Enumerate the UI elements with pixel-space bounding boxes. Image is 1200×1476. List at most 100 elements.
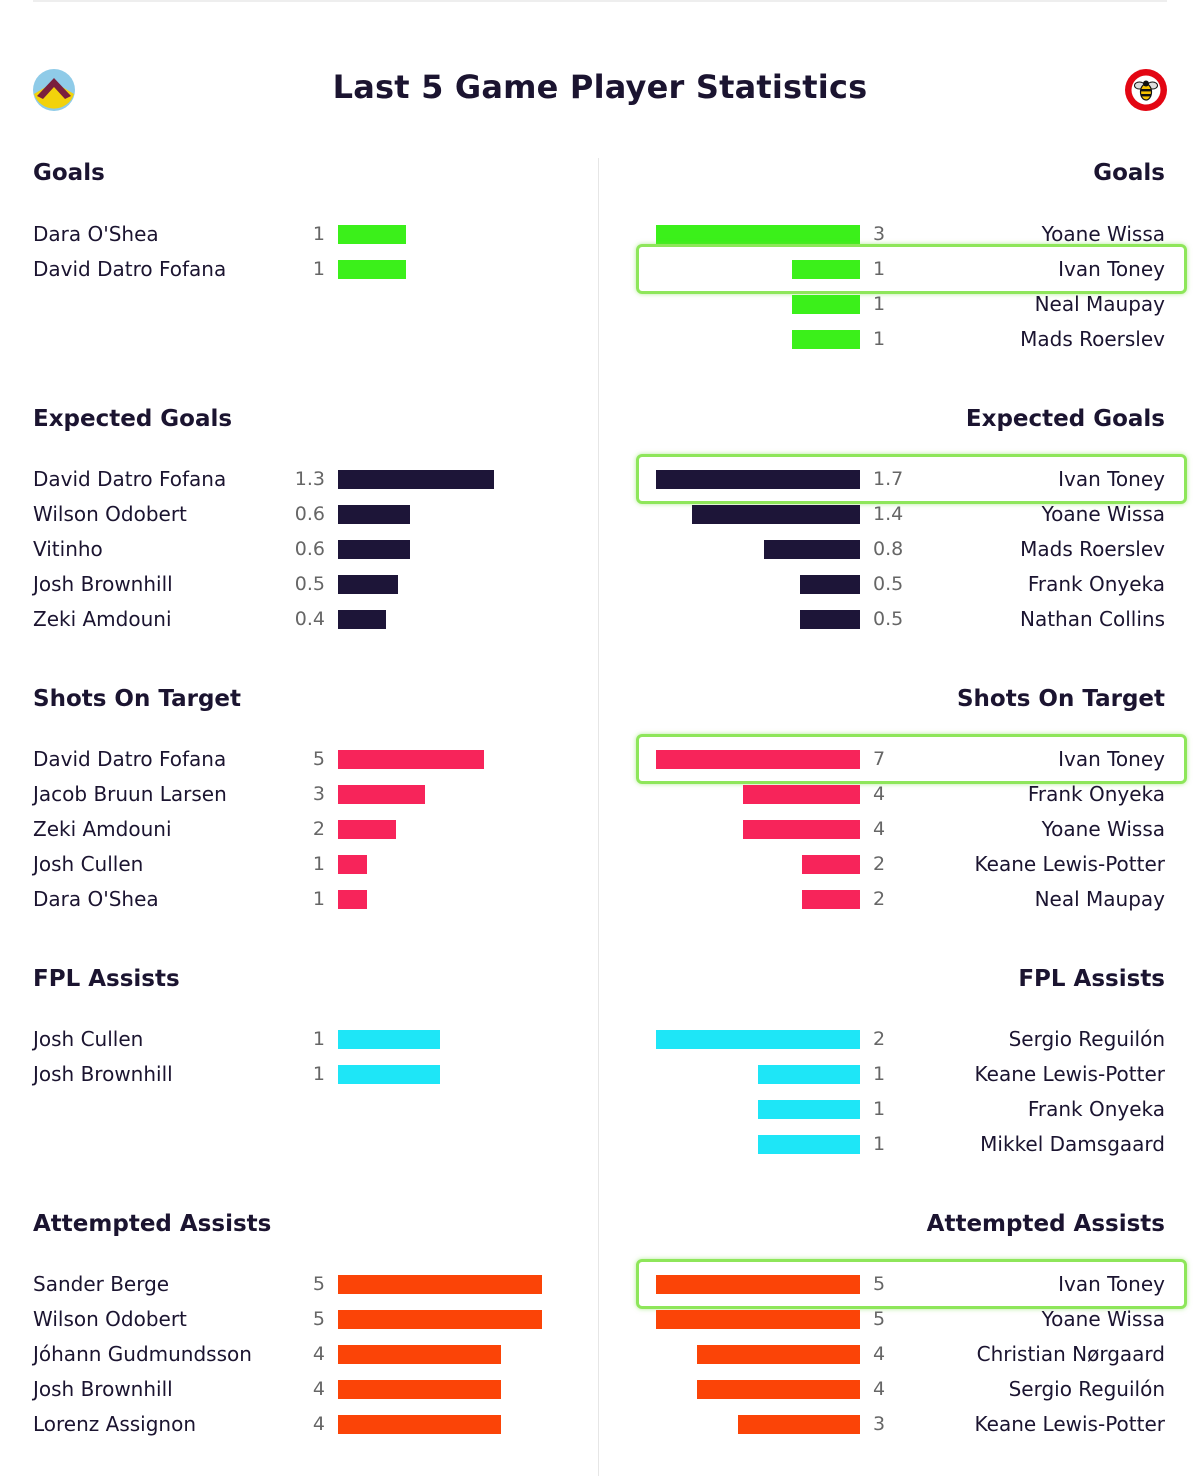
home-stat-value: 1 [312,1028,325,1050]
home-stat-bar [338,610,386,629]
home-stat-value: 5 [312,748,325,770]
home-player-name: Jacob Bruun Larsen [33,782,227,806]
home-stat-value: 4 [312,1378,325,1400]
away-stat-value: 0.5 [873,608,904,630]
home-stat-bar [338,225,406,244]
home-stat-bar [338,1310,542,1329]
highlight-box [636,244,1187,294]
away-stat-bar [764,540,860,559]
home-stat-bar [338,1030,440,1049]
away-stat-value: 5 [873,1308,886,1330]
away-stat-value: 1 [873,1133,886,1155]
away-stat-value: 5 [873,1273,886,1295]
away-player-name: Ivan Toney [1058,1272,1165,1296]
home-stat-value: 1 [312,223,325,245]
home-section-title: Goals [33,160,105,186]
away-section-title: Expected Goals [965,406,1165,432]
away-player-name: Ivan Toney [1058,747,1165,771]
away-stat-value: 2 [873,888,886,910]
home-stat-bar [338,470,494,489]
away-player-name: Sergio Reguilón [1008,1377,1165,1401]
away-stat-value: 3 [873,223,886,245]
away-stat-value: 1 [873,258,886,280]
away-player-name: Mads Roerslev [1020,327,1165,351]
highlight-box [636,734,1187,784]
home-stat-bar [338,1065,440,1084]
away-player-name: Frank Onyeka [1027,572,1165,596]
home-section-title: Attempted Assists [33,1211,272,1237]
home-stat-bar [338,855,367,874]
away-stat-bar [656,225,860,244]
home-player-name: Dara O'Shea [33,222,159,246]
home-stat-bar [338,750,484,769]
top-divider [33,0,1167,2]
home-player-name: Josh Brownhill [33,572,173,596]
home-stat-bar [338,540,410,559]
away-stat-value: 2 [873,1028,886,1050]
page-title: Last 5 Game Player Statistics [332,68,868,106]
home-stat-bar [338,260,406,279]
home-stat-bar [338,820,396,839]
home-stat-bar [338,785,425,804]
highlight-box [636,1259,1187,1309]
away-stat-bar [792,295,860,314]
home-stat-bar [338,1380,501,1399]
home-section-title: Expected Goals [33,406,233,432]
away-player-name: Yoane Wissa [1041,502,1165,526]
away-player-name: Keane Lewis-Potter [974,1062,1165,1086]
away-stat-bar [758,1100,860,1119]
away-stat-value: 7 [873,748,886,770]
away-stat-bar [738,1415,860,1434]
home-stat-value: 0.6 [294,503,325,525]
away-stat-bar [758,1135,860,1154]
team-divider [598,158,599,1476]
away-stat-bar [697,1345,860,1364]
home-player-name: Sander Berge [33,1272,170,1296]
highlight-box [636,454,1187,504]
home-stat-value: 1 [312,258,325,280]
away-stat-value: 4 [873,783,886,805]
away-stat-bar [802,855,860,874]
home-player-name: David Datro Fofana [33,747,227,771]
away-stat-bar [692,505,860,524]
away-player-name: Keane Lewis-Potter [974,1412,1165,1436]
home-stat-value: 2 [312,818,325,840]
home-player-name: Zeki Amdouni [33,817,172,841]
away-player-name: Yoane Wissa [1041,222,1165,246]
away-stat-value: 0.5 [873,573,904,595]
home-player-name: Dara O'Shea [33,887,159,911]
away-stat-bar [697,1380,860,1399]
away-player-name: Frank Onyeka [1027,1097,1165,1121]
away-player-name: Yoane Wissa [1041,817,1165,841]
home-stat-value: 3 [312,783,325,805]
home-stat-value: 1 [312,888,325,910]
home-player-name: Vitinho [33,537,103,561]
home-stat-value: 4 [312,1413,325,1435]
home-stat-bar [338,890,367,909]
away-stat-value: 1.7 [873,468,904,490]
home-player-name: David Datro Fofana [33,467,227,491]
home-stat-value: 0.4 [294,608,325,630]
home-stat-bar [338,1275,542,1294]
away-player-name: Sergio Reguilón [1008,1027,1165,1051]
away-stat-bar [800,610,860,629]
home-stat-value: 0.5 [294,573,325,595]
home-player-name: Wilson Odobert [33,502,187,526]
away-player-name: Mikkel Damsgaard [980,1132,1165,1156]
home-player-name: Josh Cullen [33,852,144,876]
away-player-name: Yoane Wissa [1041,1307,1165,1331]
home-stat-bar [338,505,410,524]
home-section-title: FPL Assists [33,966,180,992]
away-stat-value: 1.4 [873,503,904,525]
away-player-name: Ivan Toney [1058,467,1165,491]
away-stat-bar [743,785,860,804]
away-player-name: Keane Lewis-Potter [974,852,1165,876]
away-section-title: Shots On Target [956,686,1165,712]
away-player-name: Christian Nørgaard [976,1342,1165,1366]
away-section-title: FPL Assists [1018,966,1165,992]
home-section-title: Shots On Target [33,686,242,712]
home-player-name: Josh Brownhill [33,1377,173,1401]
home-player-name: Lorenz Assignon [33,1412,197,1436]
away-stat-bar [758,1065,860,1084]
away-stat-value: 4 [873,1343,886,1365]
